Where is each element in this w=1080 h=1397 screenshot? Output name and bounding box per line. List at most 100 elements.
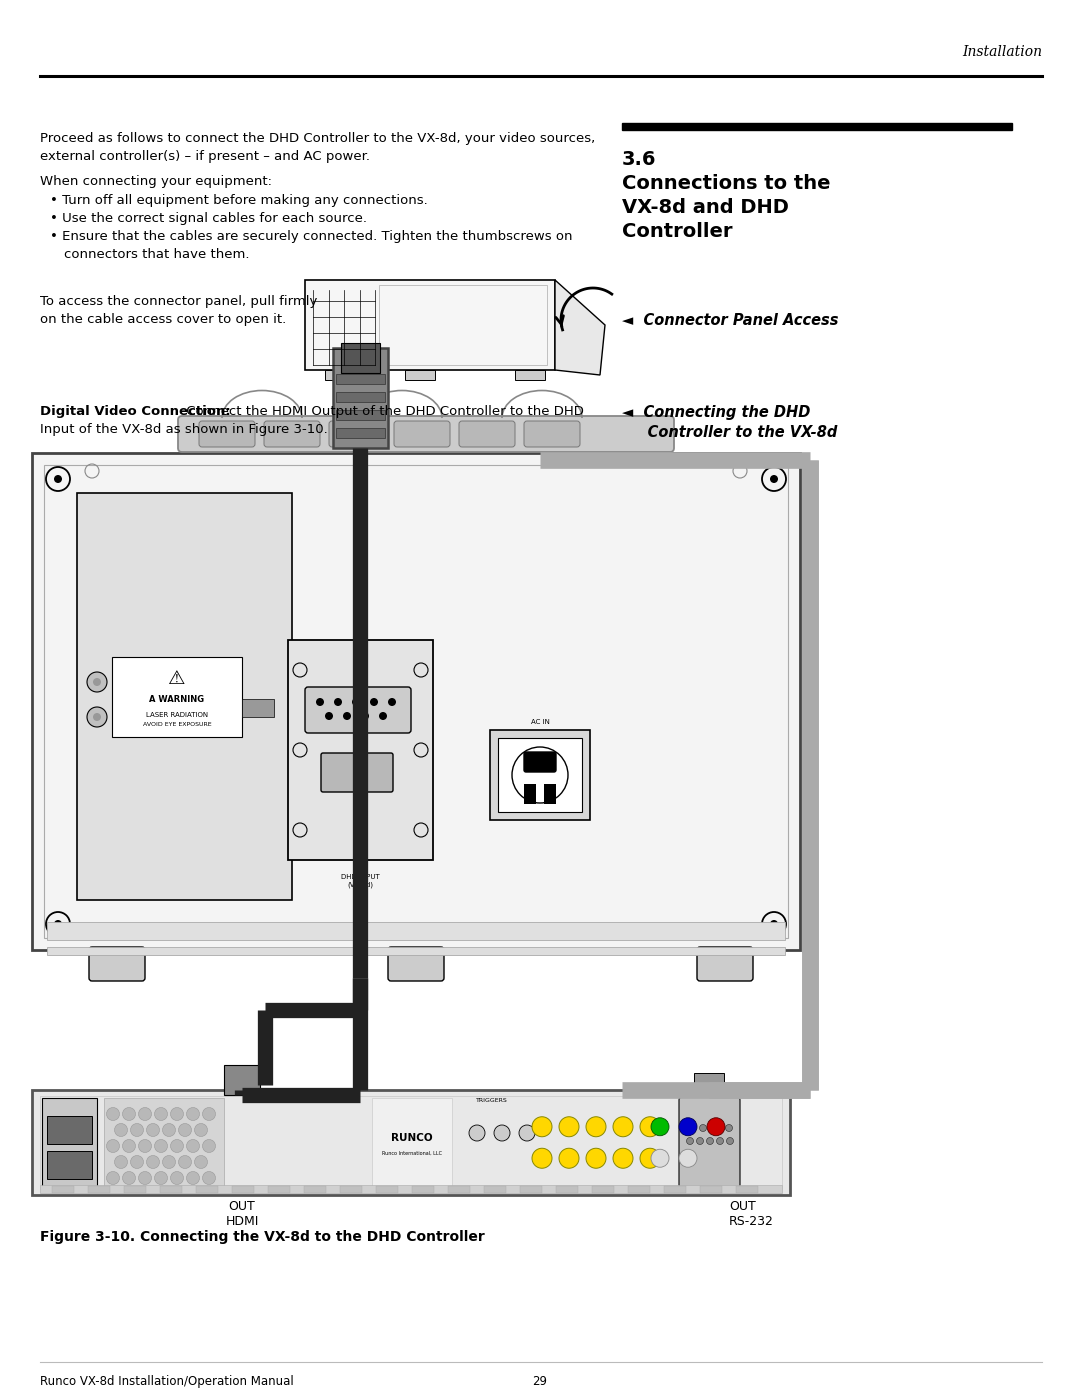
Bar xyxy=(694,1073,724,1092)
Text: To access the connector panel, pull firmly: To access the connector panel, pull firm… xyxy=(40,295,318,307)
Circle shape xyxy=(494,1125,510,1141)
Circle shape xyxy=(54,475,62,483)
FancyBboxPatch shape xyxy=(679,1097,740,1187)
Text: Controller: Controller xyxy=(622,222,732,242)
FancyBboxPatch shape xyxy=(697,947,753,981)
Circle shape xyxy=(343,712,351,719)
FancyBboxPatch shape xyxy=(524,420,580,447)
Bar xyxy=(48,1151,92,1179)
Circle shape xyxy=(93,678,102,686)
Circle shape xyxy=(586,1116,606,1137)
Circle shape xyxy=(107,1172,120,1185)
Circle shape xyxy=(171,1108,184,1120)
Bar xyxy=(519,1186,542,1193)
Circle shape xyxy=(154,1172,167,1185)
Text: • Turn off all equipment before making any connections.: • Turn off all equipment before making a… xyxy=(50,194,428,207)
Circle shape xyxy=(154,1108,167,1120)
FancyBboxPatch shape xyxy=(321,753,393,792)
Text: • Use the correct signal cables for each source.: • Use the correct signal cables for each… xyxy=(50,212,367,225)
Text: Figure 3-10. Connecting the VX-8d to the DHD Controller: Figure 3-10. Connecting the VX-8d to the… xyxy=(40,1229,485,1243)
Circle shape xyxy=(700,1125,706,1132)
Text: AC IN: AC IN xyxy=(530,719,550,725)
Circle shape xyxy=(203,1140,216,1153)
Circle shape xyxy=(138,1140,151,1153)
FancyBboxPatch shape xyxy=(178,416,674,453)
Bar xyxy=(48,947,785,956)
Text: VX-8d and DHD: VX-8d and DHD xyxy=(622,198,788,217)
Bar xyxy=(515,370,545,380)
Bar xyxy=(305,279,555,370)
FancyBboxPatch shape xyxy=(394,420,450,447)
Bar xyxy=(340,1186,362,1193)
Bar xyxy=(44,465,788,937)
FancyBboxPatch shape xyxy=(199,420,255,447)
Circle shape xyxy=(122,1172,135,1185)
Bar xyxy=(556,1186,578,1193)
Circle shape xyxy=(651,1150,669,1168)
Bar xyxy=(448,1186,470,1193)
Circle shape xyxy=(93,712,102,721)
Text: external controller(s) – if present – and AC power.: external controller(s) – if present – an… xyxy=(40,149,370,163)
Circle shape xyxy=(316,698,324,705)
Bar xyxy=(268,1186,291,1193)
Circle shape xyxy=(559,1148,579,1168)
Bar xyxy=(622,123,1012,130)
Bar xyxy=(48,1116,92,1144)
Text: AVOID EYE EXPOSURE: AVOID EYE EXPOSURE xyxy=(143,722,212,728)
Text: Installation: Installation xyxy=(962,45,1042,59)
Text: ◄  Connector Panel Access: ◄ Connector Panel Access xyxy=(622,313,838,328)
FancyBboxPatch shape xyxy=(89,947,145,981)
Bar xyxy=(195,1186,218,1193)
Text: LASER RADIATION: LASER RADIATION xyxy=(146,712,208,718)
Bar xyxy=(288,640,433,861)
Text: TRIGGERS: TRIGGERS xyxy=(476,1098,508,1104)
Text: DHD INPUT
(VX-8d): DHD INPUT (VX-8d) xyxy=(340,875,379,888)
Bar xyxy=(336,393,384,402)
Circle shape xyxy=(469,1125,485,1141)
Bar xyxy=(336,409,384,420)
Circle shape xyxy=(203,1108,216,1120)
Circle shape xyxy=(194,1155,207,1168)
Circle shape xyxy=(716,1137,724,1144)
Circle shape xyxy=(687,1137,693,1144)
Bar xyxy=(592,1186,615,1193)
Circle shape xyxy=(122,1108,135,1120)
Bar xyxy=(124,1186,146,1193)
Bar xyxy=(336,374,384,384)
Circle shape xyxy=(154,1140,167,1153)
Circle shape xyxy=(727,1137,733,1144)
Circle shape xyxy=(122,1140,135,1153)
Circle shape xyxy=(203,1172,216,1185)
Text: • Ensure that the cables are securely connected. Tighten the thumbscrews on: • Ensure that the cables are securely co… xyxy=(50,231,572,243)
Circle shape xyxy=(187,1172,200,1185)
Text: ⚠: ⚠ xyxy=(168,669,186,689)
Bar xyxy=(735,1186,758,1193)
Circle shape xyxy=(388,698,396,705)
Bar xyxy=(498,738,582,812)
Circle shape xyxy=(770,475,778,483)
Circle shape xyxy=(532,1148,552,1168)
Circle shape xyxy=(770,921,778,928)
Circle shape xyxy=(87,707,107,726)
Bar xyxy=(40,1097,782,1189)
Bar xyxy=(325,370,355,380)
Circle shape xyxy=(131,1123,144,1137)
Text: RS-232: RS-232 xyxy=(729,1215,774,1228)
Circle shape xyxy=(559,1116,579,1137)
Bar xyxy=(484,1186,507,1193)
Bar xyxy=(77,493,292,900)
Circle shape xyxy=(54,921,62,928)
Bar xyxy=(160,1186,183,1193)
Circle shape xyxy=(370,698,378,705)
Bar xyxy=(405,370,435,380)
Circle shape xyxy=(586,1148,606,1168)
Circle shape xyxy=(178,1155,191,1168)
Text: When connecting your equipment:: When connecting your equipment: xyxy=(40,175,272,189)
Text: on the cable access cover to open it.: on the cable access cover to open it. xyxy=(40,313,286,326)
Bar xyxy=(341,344,380,373)
Text: A WARNING: A WARNING xyxy=(149,694,204,704)
FancyBboxPatch shape xyxy=(329,420,384,447)
Circle shape xyxy=(162,1155,175,1168)
Bar xyxy=(700,1186,723,1193)
Polygon shape xyxy=(555,279,605,374)
